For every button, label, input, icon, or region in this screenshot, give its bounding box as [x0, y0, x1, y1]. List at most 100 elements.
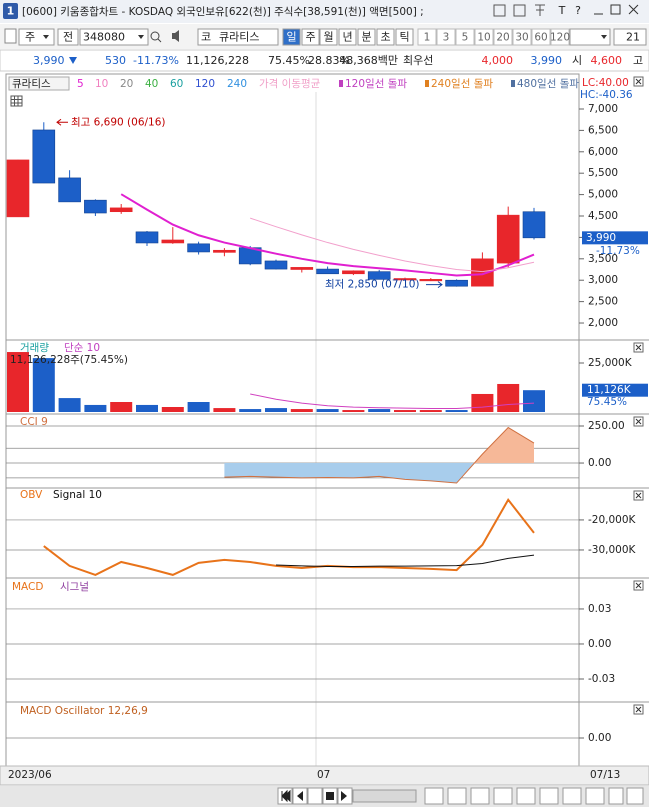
- period-label: 초: [380, 31, 390, 44]
- interval-button[interactable]: [512, 28, 532, 46]
- count-input[interactable]: [613, 28, 647, 46]
- y-tick-label: 0.03: [588, 603, 611, 615]
- candle-body: [32, 129, 56, 184]
- legend-item: 20: [120, 78, 133, 90]
- sound-icon[interactable]: [172, 30, 179, 42]
- candle-body: [290, 267, 314, 270]
- period-button[interactable]: [357, 28, 376, 46]
- grid-icon[interactable]: [10, 95, 23, 107]
- obv-line: [43, 498, 535, 576]
- period-button[interactable]: [338, 28, 357, 46]
- scroll-icon: [281, 789, 291, 803]
- range-button[interactable]: [57, 28, 79, 46]
- last-price-box: [582, 231, 648, 245]
- search-icon[interactable]: [150, 31, 160, 41]
- pin-button[interactable]: [535, 4, 545, 16]
- last-price-label: 3,990: [586, 232, 616, 244]
- maximize-button[interactable]: [610, 4, 621, 15]
- obv-line: [275, 554, 535, 567]
- tool-button[interactable]: [626, 787, 644, 805]
- zoom-button[interactable]: [424, 787, 444, 805]
- interval-button[interactable]: [417, 28, 437, 46]
- count-text: 21: [626, 31, 640, 44]
- candle-body: [496, 214, 520, 264]
- y-tick-label: 250.00: [588, 420, 625, 432]
- scroll-button[interactable]: [307, 787, 323, 805]
- zoom-button[interactable]: [447, 787, 467, 805]
- interval-label: 20: [496, 32, 509, 44]
- market-combo[interactable]: [18, 28, 55, 46]
- tool-button[interactable]: [539, 787, 559, 805]
- candle-body: [342, 270, 365, 275]
- combo-arrow: [601, 35, 607, 39]
- tool-button[interactable]: [608, 787, 624, 805]
- y-tick-label: 2,000: [588, 317, 618, 329]
- y-tick-label: 5,000: [588, 189, 618, 201]
- code-input[interactable]: [79, 28, 149, 46]
- volume-bar: [239, 409, 262, 412]
- period-button[interactable]: [301, 28, 320, 46]
- name-box[interactable]: [197, 28, 279, 46]
- tool-button[interactable]: [562, 787, 582, 805]
- grid-icon: [11, 96, 22, 106]
- y-tick-label: 3,500: [588, 253, 618, 265]
- candle-body: [419, 279, 443, 282]
- tool-button[interactable]: [470, 787, 490, 805]
- close-button[interactable]: [628, 4, 639, 15]
- period-button[interactable]: [395, 28, 414, 46]
- interval-combo[interactable]: [569, 28, 611, 46]
- prefix-text: 코: [201, 31, 211, 44]
- tool-button[interactable]: [585, 787, 605, 805]
- annotation-arrow: [426, 281, 443, 289]
- down-arrow: [69, 57, 77, 64]
- y-tick-label: 6,000: [588, 146, 618, 158]
- combo-arrow: [138, 35, 144, 39]
- candle-body: [316, 268, 339, 275]
- volume-bar: [471, 393, 494, 412]
- icon-button[interactable]: [493, 4, 506, 17]
- legend-item: 60: [170, 78, 183, 90]
- interval-button[interactable]: [493, 28, 513, 46]
- volume-bar: [342, 410, 365, 412]
- panel-close-icon: [635, 418, 642, 425]
- legend-item: 10: [95, 78, 108, 90]
- y-tick-label: -0.03: [588, 673, 615, 685]
- combo-arrow: [43, 35, 49, 39]
- period-button[interactable]: [319, 28, 338, 46]
- icon-button[interactable]: [513, 4, 526, 17]
- legend-item: 5: [77, 78, 84, 90]
- legend-item: 240일선 돌파: [431, 77, 493, 90]
- info-row: [0, 49, 649, 72]
- interval-button[interactable]: [455, 28, 475, 46]
- font-button[interactable]: T: [558, 4, 566, 17]
- candle-body: [6, 159, 30, 218]
- market-text: 주: [25, 31, 35, 44]
- scroll-track[interactable]: [352, 789, 417, 803]
- volume-bar: [394, 410, 416, 412]
- interval-button[interactable]: [550, 28, 570, 46]
- period-button[interactable]: [282, 28, 301, 46]
- interval-button[interactable]: [436, 28, 456, 46]
- period-button[interactable]: [376, 28, 395, 46]
- panel-close-icon: [635, 78, 642, 85]
- candle-body: [264, 260, 288, 270]
- panel-close-icon: [635, 582, 642, 589]
- tool-button[interactable]: [516, 787, 536, 805]
- period-label: 월: [323, 31, 333, 44]
- volume-bar: [84, 404, 107, 412]
- y-tick-label: 7,000: [588, 103, 618, 115]
- volume-bar: [445, 410, 468, 412]
- legend-item: 시그널: [60, 581, 89, 593]
- y-tick-label: 0.00: [588, 732, 611, 744]
- interval-button[interactable]: [531, 28, 551, 46]
- interval-label: 120: [550, 32, 570, 44]
- interval-button[interactable]: [474, 28, 494, 46]
- tool-button[interactable]: [493, 787, 513, 805]
- candle-body: [84, 199, 107, 214]
- help-button[interactable]: ?: [575, 4, 581, 17]
- window-number: 1: [7, 5, 15, 18]
- current-price: 3,990: [33, 54, 65, 67]
- y-tick-label: 4,500: [588, 210, 618, 222]
- menu-button[interactable]: [4, 28, 17, 44]
- y-tick-label: 25,000K: [588, 357, 633, 369]
